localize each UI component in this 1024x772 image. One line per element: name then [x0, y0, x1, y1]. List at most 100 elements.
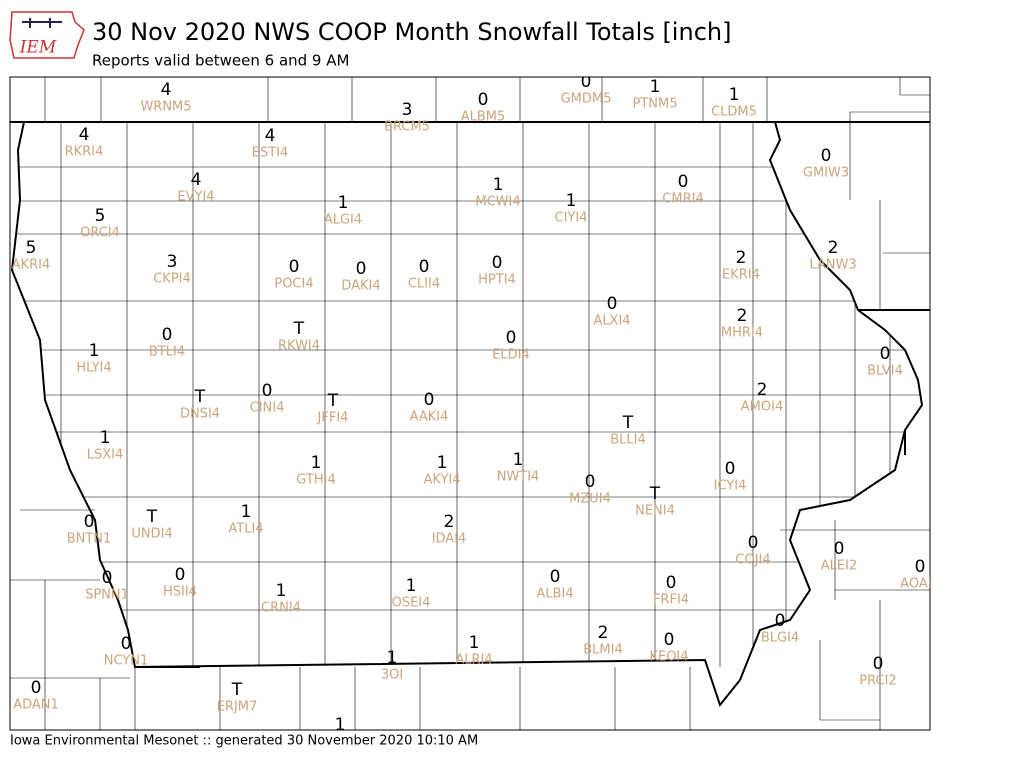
station-id: BLLI4 [610, 433, 646, 448]
snow-total: 1 [241, 502, 252, 522]
snow-total: 0 [607, 294, 618, 314]
station-id: SPNN1 [85, 588, 129, 603]
snow-total: 1 [406, 576, 417, 596]
snow-total: 1 [100, 428, 111, 448]
snow-total: 1 [650, 77, 661, 97]
snow-total: 1 [566, 191, 577, 211]
station-id: RKRI4 [65, 145, 104, 160]
station-id: ORCI4 [80, 226, 120, 241]
station-id: KEOI4 [649, 650, 688, 665]
snow-total: T [194, 387, 206, 407]
station-id: BLMI4 [583, 643, 622, 658]
snow-total: T [649, 484, 661, 504]
snow-total: T [327, 391, 339, 411]
snow-total: T [231, 680, 243, 700]
station-id: BRCM5 [384, 120, 430, 135]
station-id: 3OI [381, 668, 403, 683]
snow-total: 0 [84, 512, 95, 532]
logo: IEM [9, 11, 85, 59]
snow-total: 1 [311, 453, 322, 473]
snow-total: 4 [265, 126, 276, 146]
snow-total: 0 [581, 72, 592, 92]
station-id: ADAN1 [13, 698, 59, 713]
snow-total: 0 [175, 565, 186, 585]
snow-total: 0 [31, 678, 42, 698]
snow-total: 0 [419, 257, 430, 277]
station-id: NENI4 [635, 504, 675, 519]
station-id: ALXI4 [593, 314, 630, 329]
snow-total: 0 [356, 259, 367, 279]
snow-total: 0 [102, 568, 113, 588]
station-id: CMRI4 [662, 192, 703, 207]
snow-total: 0 [915, 557, 926, 577]
snow-total: T [146, 507, 158, 527]
snow-total: 0 [834, 539, 845, 559]
snow-total: 0 [262, 381, 273, 401]
station-id: AKRI4 [12, 258, 51, 273]
station-id: DAKI4 [341, 279, 380, 294]
snow-total: 4 [191, 170, 202, 190]
snow-total: T [622, 413, 634, 433]
station-id: BNTN1 [67, 532, 112, 547]
station-id: RKWI4 [278, 339, 320, 354]
snow-total: 0 [478, 90, 489, 110]
snow-total: 0 [664, 630, 675, 650]
station-id: COJI4 [735, 553, 770, 568]
station-id: AAKI4 [410, 410, 449, 425]
snow-total: 2 [444, 512, 455, 532]
snow-total: 1 [437, 453, 448, 473]
station-id: NCYN1 [104, 654, 149, 669]
station-id: EVYI4 [177, 190, 214, 205]
snow-total: 1 [469, 633, 480, 653]
station-id: ALBI4 [536, 587, 573, 602]
snow-total: 0 [550, 567, 561, 587]
snow-total: 1 [493, 175, 504, 195]
station-id: ELDI4 [492, 348, 530, 363]
station-id: GMIW3 [803, 166, 849, 181]
snow-total: 0 [585, 472, 596, 492]
station-id: PTNM5 [633, 97, 678, 112]
station-id: AOAI2 [900, 577, 940, 592]
snow-total: 5 [26, 238, 37, 258]
snow-total: 0 [821, 146, 832, 166]
snow-total: 3 [167, 252, 178, 272]
snow-total: 0 [506, 328, 517, 348]
snow-total: 0 [873, 654, 884, 674]
station-id: ALRI4 [455, 653, 492, 668]
station-id: MZUI4 [569, 492, 611, 507]
snow-total: 0 [492, 253, 503, 273]
station-id: WRNM5 [140, 100, 191, 115]
title: 30 Nov 2020 NWS COOP Month Snowfall Tota… [92, 18, 731, 46]
snow-total: 1 [276, 581, 287, 601]
map-frame [9, 76, 931, 731]
footer: Iowa Environmental Mesonet :: generated … [10, 734, 478, 749]
station-id: LSXI4 [87, 448, 124, 463]
station-id: BLVI4 [867, 364, 903, 379]
snow-total: 3 [402, 100, 413, 120]
snow-total: 2 [598, 623, 609, 643]
snow-total: 0 [678, 172, 689, 192]
station-id: HLYI4 [76, 361, 111, 376]
station-id: CLDM5 [711, 105, 757, 120]
snow-total: 5 [95, 206, 106, 226]
station-id: NWTI4 [497, 470, 540, 485]
station-id: HPTI4 [478, 273, 516, 288]
snow-total: 0 [121, 634, 132, 654]
snow-total: 0 [424, 390, 435, 410]
snow-total: 0 [880, 344, 891, 364]
logo-text: IEM [19, 38, 57, 58]
station-id: ESTI4 [252, 146, 289, 161]
snow-total: 1 [729, 85, 740, 105]
station-id: CRNI4 [261, 601, 301, 616]
snow-total: 4 [161, 80, 172, 100]
station-id: CKPI4 [153, 272, 191, 287]
station-id: CLII4 [408, 277, 440, 292]
station-id: ICYI4 [714, 479, 747, 494]
station-id: ALEI2 [821, 559, 857, 574]
station-id: GTHI4 [296, 473, 335, 488]
station-id: HSII4 [163, 585, 197, 600]
snow-total: 0 [666, 573, 677, 593]
snow-total: 1 [513, 450, 524, 470]
snow-total: 0 [725, 459, 736, 479]
